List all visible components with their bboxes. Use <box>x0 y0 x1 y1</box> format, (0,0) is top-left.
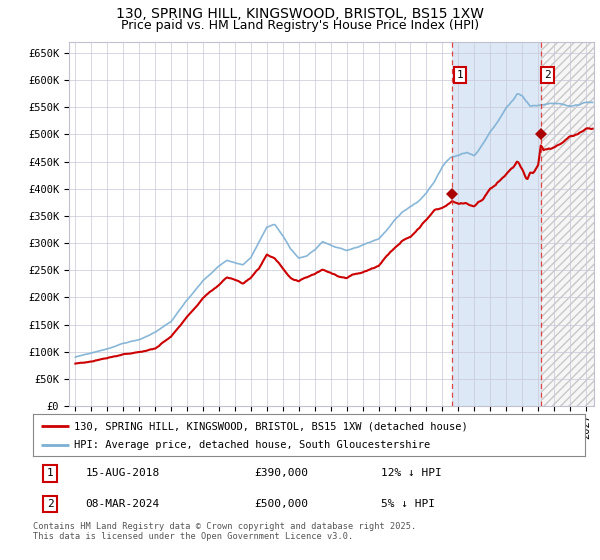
Text: Contains HM Land Registry data © Crown copyright and database right 2025.
This d: Contains HM Land Registry data © Crown c… <box>33 522 416 542</box>
Text: 130, SPRING HILL, KINGSWOOD, BRISTOL, BS15 1XW (detached house): 130, SPRING HILL, KINGSWOOD, BRISTOL, BS… <box>74 421 468 431</box>
Text: 5% ↓ HPI: 5% ↓ HPI <box>381 499 435 509</box>
Bar <box>452 42 541 406</box>
Text: 2: 2 <box>544 70 551 80</box>
Text: £390,000: £390,000 <box>254 468 308 478</box>
Text: 15-AUG-2018: 15-AUG-2018 <box>85 468 160 478</box>
Text: 130, SPRING HILL, KINGSWOOD, BRISTOL, BS15 1XW: 130, SPRING HILL, KINGSWOOD, BRISTOL, BS… <box>116 7 484 21</box>
Text: 08-MAR-2024: 08-MAR-2024 <box>85 499 160 509</box>
Bar <box>541 42 594 406</box>
Text: HPI: Average price, detached house, South Gloucestershire: HPI: Average price, detached house, Sout… <box>74 440 431 450</box>
Text: 1: 1 <box>47 468 53 478</box>
Text: £500,000: £500,000 <box>254 499 308 509</box>
Text: 2: 2 <box>47 499 53 509</box>
Text: 1: 1 <box>457 70 464 80</box>
Bar <box>541 42 594 406</box>
Text: Price paid vs. HM Land Registry's House Price Index (HPI): Price paid vs. HM Land Registry's House … <box>121 19 479 32</box>
Text: 12% ↓ HPI: 12% ↓ HPI <box>381 468 442 478</box>
